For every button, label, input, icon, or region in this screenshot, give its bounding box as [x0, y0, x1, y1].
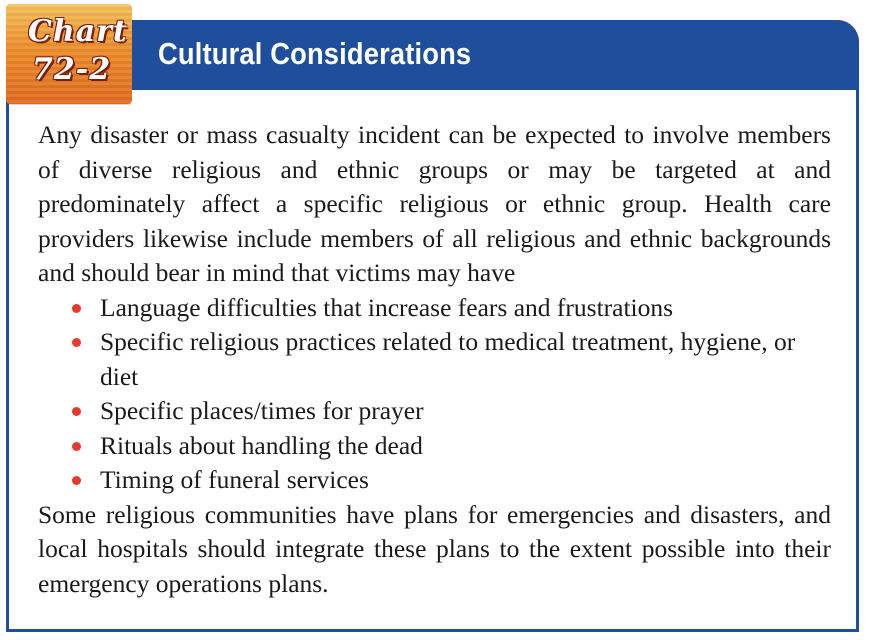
chart-title: Cultural Considerations — [158, 36, 472, 71]
badge-label: Chart — [28, 14, 128, 49]
consideration-list: Language difficulties that increase fear… — [38, 291, 831, 498]
badge-number: 72-2 — [32, 52, 112, 87]
list-item: Language difficulties that increase fear… — [72, 291, 831, 326]
closing-paragraph: Some religious communities have plans fo… — [38, 499, 831, 598]
intro-paragraph: Any disaster or mass casualty incident c… — [38, 120, 831, 287]
chart-box-frame — [6, 20, 859, 632]
header-bar — [6, 20, 859, 90]
list-item: Rituals about handling the dead — [72, 429, 831, 464]
list-item: Specific places/times for prayer — [72, 394, 831, 429]
chart-badge: Chart 72-2 — [6, 4, 132, 104]
list-item: Specific religious practices related to … — [72, 325, 831, 394]
list-item: Timing of funeral services — [72, 463, 831, 498]
badge-stripes — [6, 4, 132, 104]
chart-content: Any disaster or mass casualty incident c… — [38, 118, 831, 601]
